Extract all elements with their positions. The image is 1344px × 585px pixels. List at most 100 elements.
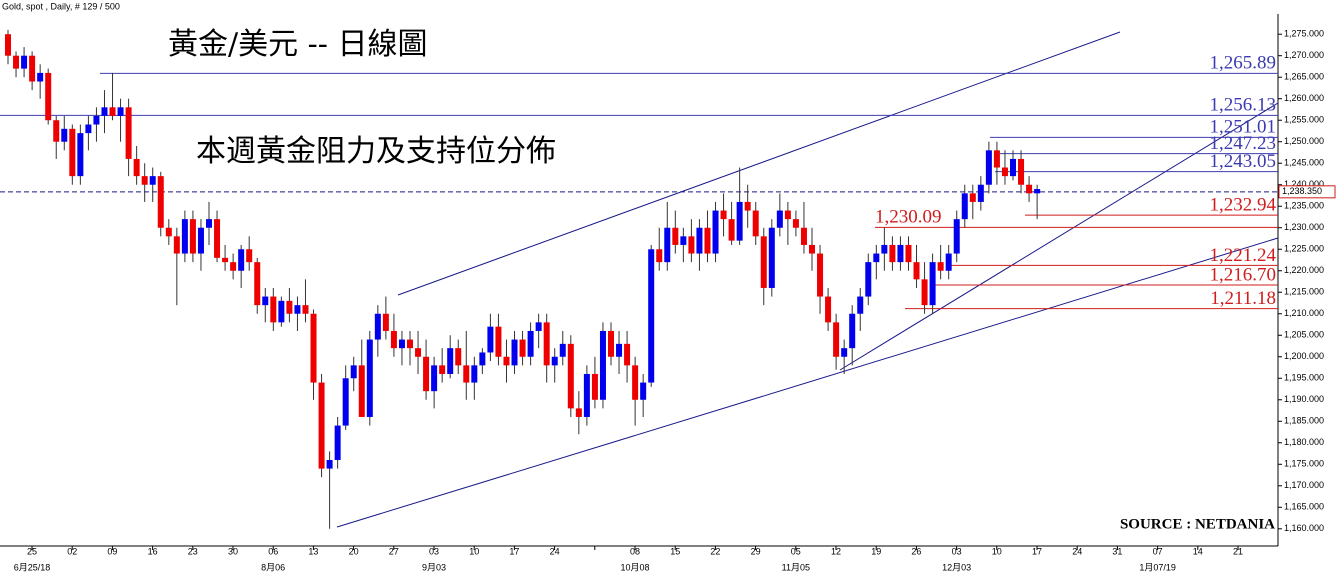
candle-body [165, 227, 172, 237]
candle-body [270, 296, 277, 323]
candle-body [712, 210, 719, 254]
candle-body [728, 219, 735, 241]
month-label: 8月06 [261, 562, 285, 572]
y-tick-label: 1,195.000 [1284, 373, 1324, 383]
candle-body [278, 300, 285, 323]
candle-body [310, 313, 317, 383]
candle-body [752, 210, 759, 237]
candle-body [583, 373, 590, 417]
candle-body [342, 378, 349, 426]
candle-body [1001, 167, 1008, 177]
candle-body [656, 249, 663, 263]
candle-body [463, 365, 470, 383]
y-tick-label: 1,200.000 [1284, 351, 1324, 361]
candle-body [511, 339, 518, 366]
y-tick-label: 1,185.000 [1284, 416, 1324, 426]
candle-body [792, 219, 799, 228]
candle-body [93, 115, 100, 125]
candle-body [800, 227, 807, 245]
candle-body [527, 330, 534, 357]
y-tick-label: 1,245.000 [1284, 158, 1324, 168]
y-tick-label: 1,270.000 [1284, 50, 1324, 60]
candle-body [318, 382, 325, 469]
candle-body [133, 158, 140, 177]
candle-body [817, 253, 824, 297]
candle-body [696, 227, 703, 254]
y-tick-label: 1,175.000 [1284, 459, 1324, 469]
candle-body [206, 219, 212, 228]
candle-body [776, 210, 783, 228]
level-label: 1,211.18 [1210, 288, 1276, 309]
candle-body [760, 236, 767, 288]
y-tick-label: 1,265.000 [1284, 72, 1324, 82]
header: Gold, spot , Daily, # 129 / 500 [2, 1, 120, 11]
x-tick-label: 05 [791, 546, 801, 556]
y-tick-label: 1,260.000 [1284, 93, 1324, 103]
candle-body [897, 244, 904, 263]
level-label: 1,265.89 [1210, 53, 1277, 74]
candle-body [374, 313, 381, 340]
candle-body [849, 313, 856, 349]
candle-body [599, 330, 606, 400]
y-tick-label: 1,180.000 [1284, 437, 1324, 447]
source: SOURCE : NETDANIA [1120, 516, 1275, 532]
y-tick-label: 1,170.000 [1284, 480, 1324, 490]
candle-body [141, 176, 148, 185]
candle-body [720, 210, 727, 220]
y-tick-label: 1,210.000 [1284, 308, 1324, 318]
y-tick-label: 1,255.000 [1284, 115, 1324, 125]
candle-body [447, 348, 454, 374]
candle-body [21, 55, 28, 69]
candle-body [575, 408, 582, 417]
candle-body [149, 176, 156, 185]
candle-body [1010, 158, 1016, 177]
x-tick-label: 29 [751, 546, 761, 556]
candle-body [913, 262, 920, 280]
x-tick-label: 20 [349, 546, 359, 556]
month-label: 11月05 [782, 562, 810, 572]
x-tick-label: 16 [148, 546, 158, 556]
candle-body [889, 244, 896, 263]
x-tick-label: 31 [1112, 546, 1122, 556]
candle-body [350, 365, 357, 379]
candle-body [937, 262, 944, 271]
x-tick-label: 12 [831, 546, 841, 556]
candle-body [197, 227, 204, 254]
upper-trendline [397, 31, 1121, 296]
candle-body [455, 348, 462, 366]
candle-body [664, 227, 671, 263]
candle-body [423, 356, 430, 392]
level-label: 1,232.94 [1210, 194, 1277, 215]
y-tick-label: 1,160.000 [1284, 523, 1324, 533]
x-tick-label: 21 [1233, 546, 1243, 556]
candle-body [53, 120, 60, 142]
candle-body [382, 313, 389, 331]
candle-body [13, 55, 20, 69]
candle-body [390, 330, 397, 349]
candle-body [865, 262, 872, 297]
level-label: 1,221.24 [1210, 245, 1277, 266]
candle-body [487, 326, 494, 353]
candle-body [439, 365, 446, 374]
candle-body [117, 107, 124, 116]
x-tick-label: 19 [871, 546, 881, 556]
candle-body [286, 300, 293, 314]
level-label: 1,251.01 [1210, 117, 1277, 138]
candle-body [415, 348, 422, 357]
candle-body [825, 296, 832, 323]
candle-body [5, 34, 11, 56]
candle-body [961, 193, 968, 220]
chart-title: 黃金/美元 -- 日線圖 [168, 27, 427, 62]
candle-body [479, 352, 486, 366]
candle-body [1018, 158, 1025, 185]
x-tick-label: 25 [27, 546, 37, 556]
candle-body [222, 257, 229, 263]
candle-body [929, 262, 936, 306]
month-label: 9月03 [422, 562, 446, 572]
month-label: 10月08 [620, 562, 649, 572]
candle-body [969, 193, 976, 202]
chart-subtitle: 本週黃金阻力及支持位分佈 [196, 134, 556, 169]
x-tick-label: 08 [630, 546, 640, 556]
candle-body [993, 150, 1000, 168]
